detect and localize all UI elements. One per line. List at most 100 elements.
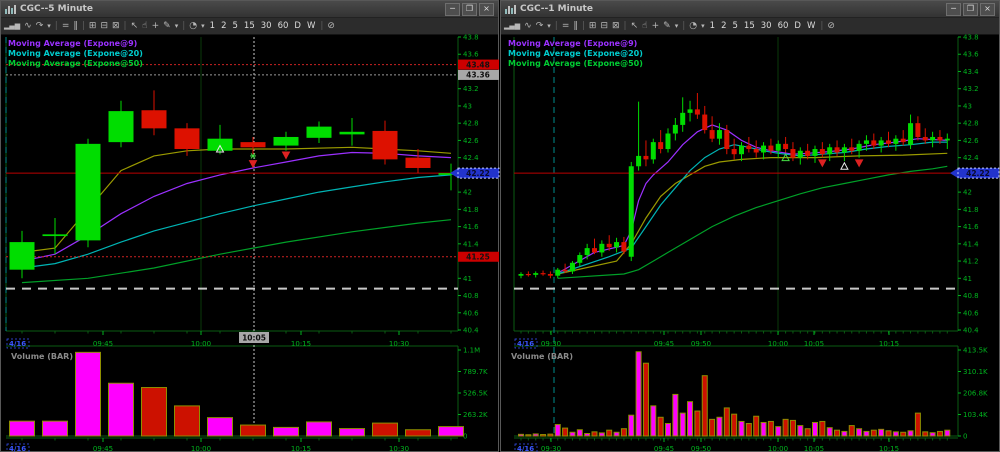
volume-bar xyxy=(900,431,907,437)
cursor-icon[interactable]: ↖ xyxy=(630,21,639,31)
horizontal-lines-icon[interactable]: = xyxy=(61,21,70,31)
chart-type-bars-icon[interactable]: ▂▄▆ xyxy=(504,22,521,30)
price-badge-label: 43.36 xyxy=(466,71,490,80)
zoom-reset-icon[interactable]: ⊠ xyxy=(112,21,120,31)
chart-type-caret-icon[interactable]: ▾ xyxy=(47,22,51,30)
price-tick-label: 42 xyxy=(963,189,972,197)
zoom-reset-icon[interactable]: ⊠ xyxy=(612,21,620,31)
volume-tick-label: 0 xyxy=(963,433,967,441)
timeframe-button-15[interactable]: 15 xyxy=(243,21,255,31)
zoom-out-icon[interactable]: ⊟ xyxy=(600,21,608,31)
volume-bar xyxy=(525,434,532,437)
volume-bar xyxy=(372,422,398,437)
volume-bar xyxy=(628,414,635,437)
interval-caret-icon[interactable]: ▾ xyxy=(701,22,705,30)
price-tick-label: 43 xyxy=(963,102,972,110)
volume-tick-label: 526.5K xyxy=(463,390,488,398)
disable-icon[interactable]: ⊘ xyxy=(827,21,835,31)
volume-bar xyxy=(438,426,464,437)
price-tick-label: 41.6 xyxy=(463,223,479,231)
maximize-button[interactable]: ❐ xyxy=(462,2,477,16)
timeframe-button-D[interactable]: D xyxy=(294,21,301,31)
crosshair-icon[interactable]: + xyxy=(651,21,660,31)
chart-reload-icon[interactable]: ↷ xyxy=(35,21,44,31)
triangle-up-marker xyxy=(215,144,225,153)
timeframe-button-2[interactable]: 2 xyxy=(721,21,727,31)
volume-tick-label: 0 xyxy=(463,433,467,441)
pan-hand-icon[interactable]: ☝ xyxy=(142,21,148,31)
zoom-in-icon[interactable]: ⊞ xyxy=(588,21,597,31)
candle-body xyxy=(915,123,921,137)
candle-body xyxy=(790,149,796,158)
candle-body xyxy=(9,242,35,270)
timeframe-button-D[interactable]: D xyxy=(794,21,801,31)
candle-body xyxy=(621,242,627,252)
zoom-out-icon[interactable]: ⊟ xyxy=(100,21,108,31)
candle-body xyxy=(922,136,928,141)
date-label: 4/16 xyxy=(9,445,26,452)
minimize-button[interactable]: ─ xyxy=(946,2,961,16)
timeframe-button-60[interactable]: 60 xyxy=(277,21,289,31)
chart-canvas[interactable]: 43.8 43.6 43.4 43.2 43 42.8 42.6 42.4 42 41.8 41.6… xyxy=(501,34,1000,452)
candle-body xyxy=(805,150,811,156)
candle-body xyxy=(533,273,539,275)
candle-body xyxy=(930,136,936,141)
interval-clock-icon[interactable]: ◔ xyxy=(189,21,198,31)
chart-type-line-icon[interactable]: ∿ xyxy=(524,21,532,31)
draw-caret-icon[interactable]: ▾ xyxy=(674,22,679,30)
volume-bar xyxy=(848,425,855,437)
time-tick-label: 10:30 xyxy=(389,340,409,348)
disable-icon[interactable]: ⊘ xyxy=(327,21,335,31)
crosshair-icon[interactable]: + xyxy=(151,21,160,31)
candle-body xyxy=(42,234,68,237)
time-tick-label: 09:50 xyxy=(691,340,711,348)
close-button[interactable]: × xyxy=(980,2,995,16)
volume-bar xyxy=(679,412,686,437)
timeframe-button-5[interactable]: 5 xyxy=(732,21,738,31)
minimize-button[interactable]: ─ xyxy=(445,2,460,16)
toolbar-separator: | xyxy=(54,21,58,31)
chart-type-bars-icon[interactable]: ▂▄▆ xyxy=(4,22,21,30)
candle-body xyxy=(577,255,583,263)
timeframe-button-W[interactable]: W xyxy=(306,21,316,31)
vertical-lines-icon[interactable]: ‖ xyxy=(573,21,578,31)
candle-body xyxy=(658,142,664,150)
close-button[interactable]: × xyxy=(479,2,494,16)
timeframe-button-60[interactable]: 60 xyxy=(777,21,789,31)
ma-line-ema50 xyxy=(557,165,948,279)
interval-caret-icon[interactable]: ▾ xyxy=(201,22,205,30)
vertical-lines-icon[interactable]: ‖ xyxy=(73,21,78,31)
chart-reload-icon[interactable]: ↷ xyxy=(535,21,544,31)
draw-pencil-icon[interactable]: ✎ xyxy=(663,21,671,31)
chart-type-caret-icon[interactable]: ▾ xyxy=(547,22,551,30)
price-badge xyxy=(957,167,1000,179)
triangle-down-marker xyxy=(818,159,827,168)
timeframe-button-15[interactable]: 15 xyxy=(743,21,755,31)
price-tick-label: 40.6 xyxy=(963,309,979,317)
titlebar[interactable]: CGC--1 Minute ─ ❐ × xyxy=(501,1,999,18)
timeframe-button-30[interactable]: 30 xyxy=(760,21,772,31)
draw-pencil-icon[interactable]: ✎ xyxy=(163,21,171,31)
timeframe-button-W[interactable]: W xyxy=(806,21,816,31)
volume-bar xyxy=(547,433,554,437)
maximize-button[interactable]: ❐ xyxy=(963,2,978,16)
horizontal-lines-icon[interactable]: = xyxy=(561,21,570,31)
pan-hand-icon[interactable]: ☝ xyxy=(642,21,648,31)
timeframe-button-30[interactable]: 30 xyxy=(260,21,272,31)
chart-type-line-icon[interactable]: ∿ xyxy=(24,21,32,31)
timeframe-button-1[interactable]: 1 xyxy=(709,21,716,31)
timeframe-button-2[interactable]: 2 xyxy=(221,21,227,31)
titlebar[interactable]: CGC--5 Minute ─ ❐ × xyxy=(1,1,498,18)
chart-canvas[interactable]: 43.8 43.6 43.2 43 42.8 42.6 42.4 42 41.8 41.6 41.4… xyxy=(1,34,500,452)
time-tick-label: 09:45 xyxy=(93,445,113,452)
timeframe-button-1[interactable]: 1 xyxy=(209,21,216,31)
timeframe-button-5[interactable]: 5 xyxy=(232,21,238,31)
toolbar-separator: | xyxy=(123,21,127,31)
volume-bar xyxy=(738,420,745,437)
volume-bar xyxy=(540,434,547,437)
cursor-icon[interactable]: ↖ xyxy=(130,21,139,31)
interval-clock-icon[interactable]: ◔ xyxy=(689,21,698,31)
candle-body xyxy=(812,149,818,156)
zoom-in-icon[interactable]: ⊞ xyxy=(88,21,97,31)
draw-caret-icon[interactable]: ▾ xyxy=(174,22,179,30)
